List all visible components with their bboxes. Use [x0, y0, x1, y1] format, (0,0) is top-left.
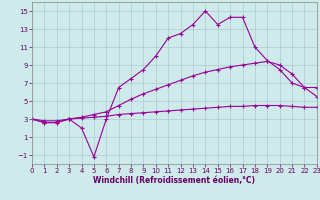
X-axis label: Windchill (Refroidissement éolien,°C): Windchill (Refroidissement éolien,°C): [93, 176, 255, 185]
